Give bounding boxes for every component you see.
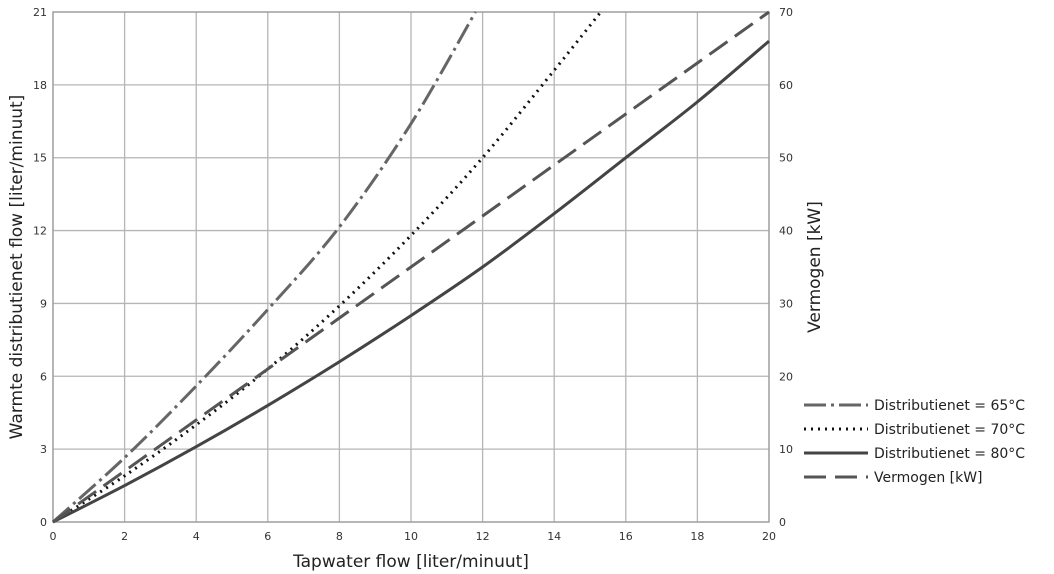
x-tick-label: 20	[762, 530, 776, 543]
x-tick-label: 10	[404, 530, 418, 543]
y2-tick-label: 50	[779, 152, 793, 165]
x-tick-label: 2	[121, 530, 128, 543]
y-axis-title: Warmte distributienet flow [liter/minuut…	[7, 95, 27, 440]
y2-tick-label: 60	[779, 79, 793, 92]
legend-label: Vermogen [kW]	[874, 470, 983, 486]
y-tick-label: 6	[40, 370, 47, 383]
legend-label: Distributienet = 65°C	[874, 398, 1025, 414]
y2-tick-label: 10	[779, 443, 793, 456]
legend: Distributienet = 65°C Distributienet = 70…	[804, 398, 1025, 486]
series-line-distributienet-65-c	[51, 11, 477, 524]
x-tick-label: 6	[264, 530, 271, 543]
series-line-vermogen-kw	[52, 10, 770, 524]
y-tick-label: 21	[33, 6, 47, 19]
y2-tick-label: 70	[779, 6, 793, 19]
x-tick-label: 12	[476, 530, 490, 543]
y2-axis-title: Vermogen [kW]	[805, 201, 825, 333]
legend-label: Distributienet = 80°C	[874, 446, 1025, 462]
y2-tick-label: 0	[779, 516, 786, 529]
legend-label: Distributienet = 70°C	[874, 422, 1025, 438]
x-tick-label: 14	[547, 530, 561, 543]
x-tick-label: 8	[336, 530, 343, 543]
series-lines	[51, 10, 770, 524]
y2-tick-label: 20	[779, 370, 793, 383]
plot-frame	[52, 11, 770, 523]
series-line-distributienet-80-c	[52, 39, 770, 524]
x-tick-label: 4	[193, 530, 200, 543]
tick-labels: 0 2 4 6 8 10 12 14 16 18 2003691215182101020304050…	[33, 6, 793, 543]
x-axis-title: Tapwater flow [liter/minuut]	[292, 552, 529, 572]
y-tick-label: 12	[33, 225, 47, 238]
x-tick-label: 0	[50, 530, 57, 543]
x-tick-label: 16	[619, 530, 633, 543]
y-tick-label: 15	[33, 152, 47, 165]
y-tick-label: 3	[40, 443, 47, 456]
x-tick-label: 18	[690, 530, 704, 543]
y2-tick-label: 30	[779, 297, 793, 310]
y2-tick-label: 40	[779, 225, 793, 238]
y-tick-label: 0	[40, 516, 47, 529]
y-tick-label: 18	[33, 79, 47, 92]
y-tick-label: 9	[40, 297, 47, 310]
